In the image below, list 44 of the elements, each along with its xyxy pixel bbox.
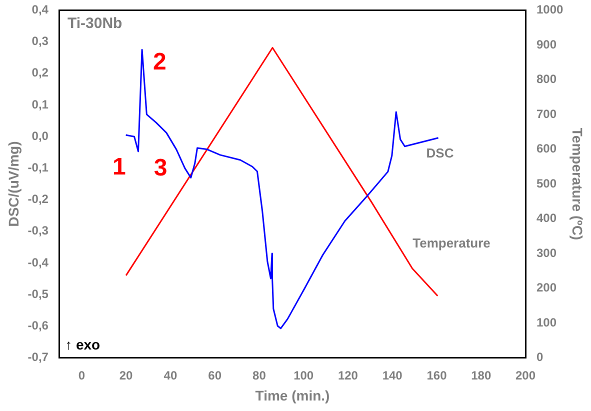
y2-tick-label: 600 bbox=[536, 142, 557, 156]
x-tick-label: 20 bbox=[119, 368, 134, 382]
y-tick-label: -0,7 bbox=[28, 350, 49, 364]
y2-tick-label: 0 bbox=[536, 350, 544, 364]
y-tick-label: 0,1 bbox=[32, 97, 49, 112]
y-tick-label: -0,4 bbox=[28, 255, 49, 270]
annotation: 3 bbox=[154, 154, 168, 182]
y2-tick-label: 100 bbox=[536, 315, 557, 330]
x-tick-label: 200 bbox=[515, 368, 536, 382]
y-tick-label: 0,3 bbox=[32, 34, 49, 48]
series-label: DSC bbox=[426, 145, 454, 160]
y2-tick-label: 700 bbox=[536, 106, 557, 121]
chart-title: Ti-30Nb bbox=[67, 14, 122, 32]
x-tick-label: 160 bbox=[426, 368, 448, 382]
series-label: Temperature bbox=[412, 236, 490, 251]
y-tick-label: -0,3 bbox=[28, 224, 49, 238]
y-tick-label: -0,5 bbox=[28, 286, 49, 301]
y2-tick-label: 1000 bbox=[536, 2, 564, 17]
annotation: ↑ exo bbox=[65, 336, 100, 352]
x-tick-label: 40 bbox=[164, 368, 178, 382]
y-tick-label: -0,6 bbox=[28, 318, 49, 333]
x-tick-label: 140 bbox=[382, 368, 403, 382]
x-axis-title: Time (min.) bbox=[255, 387, 330, 404]
y-tick-label: 0,2 bbox=[32, 66, 49, 80]
annotation: 1 bbox=[112, 153, 126, 180]
x-tick-label: 120 bbox=[338, 368, 358, 382]
y-tick-label: 0,4 bbox=[32, 2, 49, 17]
y2-tick-label: 900 bbox=[536, 37, 557, 52]
annotation: 2 bbox=[152, 48, 166, 76]
y2-tick-label: 500 bbox=[536, 176, 557, 190]
y2-tick-label: 200 bbox=[536, 280, 557, 295]
x-tick-label: 60 bbox=[208, 368, 222, 382]
x-tick-label: 100 bbox=[294, 368, 314, 382]
y2-tick-label: 800 bbox=[536, 72, 557, 86]
y-tick-label: 0,0 bbox=[32, 128, 49, 143]
y-axis-title: DSC/(uV/mg) bbox=[5, 141, 22, 227]
y2-tick-label: 400 bbox=[536, 211, 557, 226]
x-tick-label: 0 bbox=[78, 368, 86, 382]
y-tick-label: -0,2 bbox=[28, 192, 49, 206]
y2-axis-title: Temperature (ºC) bbox=[570, 128, 586, 240]
y2-tick-label: 300 bbox=[536, 246, 557, 260]
x-tick-label: 180 bbox=[471, 368, 492, 382]
y-tick-label: -0,1 bbox=[28, 160, 49, 175]
x-tick-label: 80 bbox=[252, 368, 266, 382]
